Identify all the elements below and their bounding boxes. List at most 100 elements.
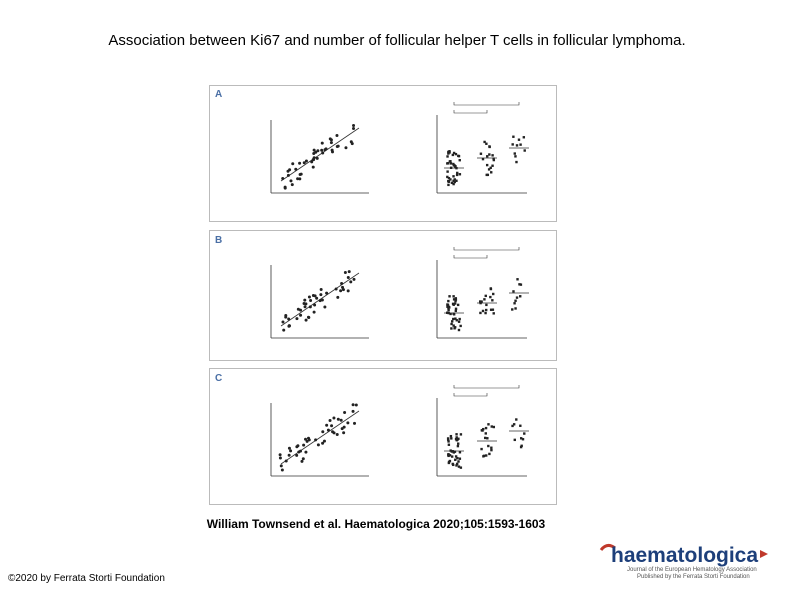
decor-point — [325, 291, 329, 295]
decor-point — [513, 438, 516, 442]
decor-point — [303, 298, 307, 302]
decor-point — [339, 289, 343, 293]
decor-point — [306, 315, 310, 319]
decor-point — [484, 311, 487, 315]
decor-point — [484, 294, 487, 298]
decor-point — [492, 292, 495, 296]
decor-point — [516, 278, 519, 281]
decor-point — [447, 440, 450, 443]
decor-point — [448, 160, 452, 163]
decor-point — [307, 436, 311, 440]
decor-point — [291, 162, 295, 166]
decor-point — [351, 409, 355, 413]
decor-point — [486, 155, 489, 158]
decor-point — [450, 455, 454, 458]
decor-point — [329, 138, 333, 142]
decor-point — [451, 302, 455, 306]
decor-point — [449, 434, 453, 438]
decor-point — [514, 299, 517, 302]
decor-point — [520, 444, 523, 447]
decor-point — [449, 312, 452, 316]
decor-point — [446, 155, 449, 158]
decor-point — [278, 456, 282, 460]
decor-point — [450, 181, 454, 185]
decor-point — [446, 437, 450, 440]
decor-point — [453, 327, 456, 330]
decor-point — [457, 320, 461, 323]
decor-point — [456, 171, 459, 175]
decor-point — [449, 162, 453, 165]
decor-point — [484, 432, 487, 435]
decor-point — [454, 298, 458, 301]
decor-point — [455, 433, 458, 436]
citation: William Townsend et al. Haematologica 20… — [206, 517, 546, 531]
decor-point — [298, 449, 302, 453]
decor-point — [316, 443, 320, 447]
decor-point — [314, 438, 318, 442]
decor-point — [330, 150, 334, 154]
decor-point — [302, 301, 306, 305]
decor-point — [459, 324, 462, 328]
decor-point — [480, 447, 483, 451]
decor-point — [283, 186, 287, 190]
decor-point — [321, 430, 325, 434]
decor-point — [308, 305, 312, 309]
decor-point — [310, 160, 314, 164]
panel-frame — [209, 85, 557, 222]
decor-point — [490, 171, 493, 174]
decor-point — [454, 299, 457, 303]
decor-point — [349, 280, 353, 284]
logo-icon — [760, 550, 768, 558]
decor-point — [481, 429, 484, 432]
decor-point — [514, 155, 517, 158]
decor-point — [447, 454, 450, 458]
decor-point — [447, 176, 451, 180]
decor-point — [489, 295, 492, 299]
decor-point — [346, 421, 350, 425]
decor-point — [515, 160, 518, 164]
decor-point — [452, 295, 455, 298]
decor-point — [458, 457, 462, 460]
decor-point — [457, 154, 460, 158]
decor-point — [339, 418, 343, 422]
decor-point — [304, 318, 308, 322]
decor-point — [447, 183, 450, 187]
copyright: ©2020 by Ferrata Storti Foundation — [8, 573, 165, 584]
decor-point — [299, 313, 303, 317]
decor-point — [457, 465, 461, 468]
trend-line — [280, 410, 360, 465]
slide-title: Association between Ki67 and number of f… — [108, 32, 686, 49]
decor-point — [455, 173, 459, 177]
decor-point — [313, 294, 317, 298]
decor-point — [513, 152, 516, 155]
decor-point — [451, 153, 455, 157]
decor-point — [490, 448, 493, 452]
decor-point — [452, 317, 455, 321]
decor-point — [452, 298, 456, 301]
decor-point — [457, 442, 460, 445]
decor-point — [481, 157, 485, 161]
decor-point — [344, 146, 348, 150]
decor-point — [446, 162, 450, 165]
decor-point — [322, 439, 326, 443]
decor-point — [340, 282, 344, 286]
decor-point — [287, 446, 291, 450]
decor-point — [352, 127, 356, 131]
decor-point — [298, 173, 302, 177]
decor-point — [489, 308, 493, 311]
decor-point — [456, 444, 460, 448]
decor-point — [316, 149, 320, 153]
decor-point — [278, 453, 282, 457]
decor-point — [330, 424, 334, 428]
decor-point — [334, 287, 338, 291]
decor-point — [511, 308, 514, 311]
decor-point — [485, 454, 488, 457]
decor-point — [302, 161, 306, 165]
decor-point — [447, 299, 450, 303]
decor-point — [319, 293, 323, 297]
decor-point — [448, 295, 451, 298]
decor-point — [450, 437, 453, 440]
decor-point — [457, 460, 460, 463]
decor-point — [488, 153, 491, 156]
decor-point — [450, 322, 453, 326]
